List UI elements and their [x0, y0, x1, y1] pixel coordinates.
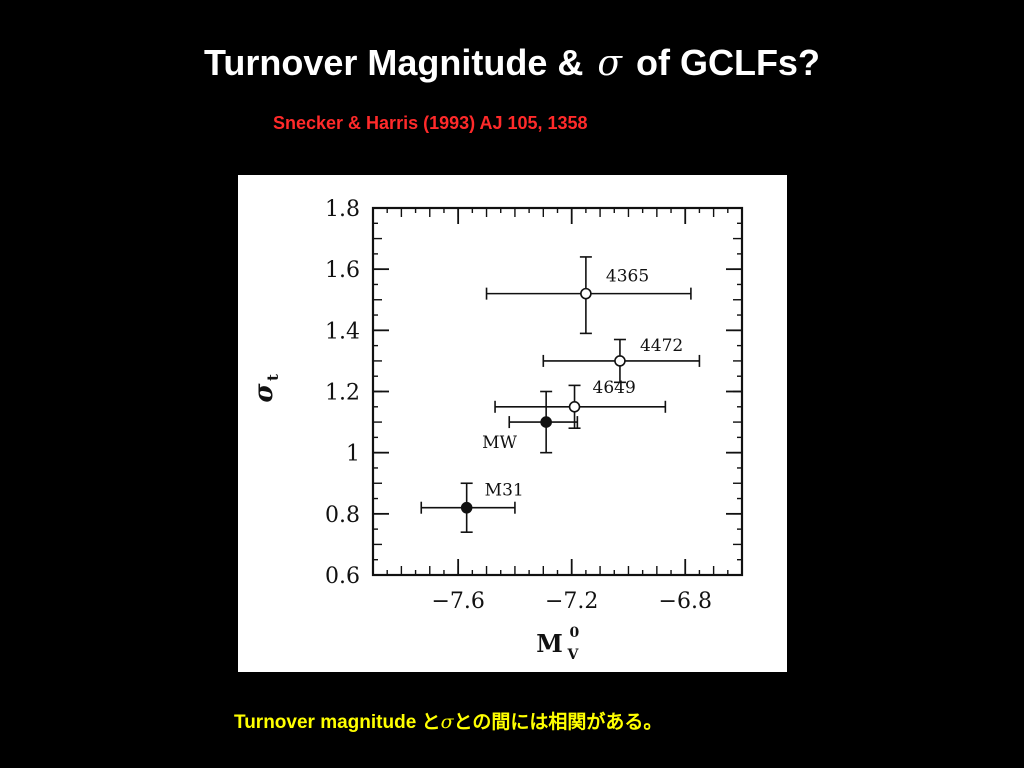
y-tick-label: 1.4 — [325, 319, 360, 344]
scatter-chart: −7.6 −7.2 −6.8 0.6 0.8 1 1.2 1.4 1.6 1.8 M 0 Vσt 4365… — [249, 197, 744, 663]
point-marker — [460, 501, 473, 514]
point-label: 4649 — [593, 378, 636, 398]
x-axis-label: M — [536, 629, 563, 658]
point-label: MW — [482, 433, 517, 453]
y-tick-label: 1.6 — [325, 258, 360, 283]
data-point-m31: M31 — [420, 481, 524, 533]
y-tick-label: 0.6 — [325, 564, 360, 589]
caption-sigma-symbol: σ — [440, 711, 454, 733]
point-marker — [568, 400, 581, 413]
x-tick-label: −7.2 — [545, 589, 598, 614]
point-label: 4365 — [606, 267, 649, 287]
title-sigma-symbol: σ — [597, 43, 622, 84]
data-point-4365: 4365 — [485, 256, 692, 335]
plot-frame — [371, 206, 744, 577]
x-tick-label: −7.6 — [431, 589, 484, 614]
slide-title: Turnover Magnitude & σ of GCLFs? — [0, 42, 1024, 84]
caption: Turnover magnitude とσとの間には相関がある。 — [234, 707, 662, 734]
point-label: 4472 — [640, 336, 683, 356]
citation: Snecker & Harris (1993) AJ 105, 1358 — [273, 113, 588, 133]
title-text-end: of GCLFs? — [635, 42, 820, 83]
caption-text-end: との間には相関がある。 — [453, 712, 663, 733]
point-marker — [614, 355, 626, 367]
point-label: M31 — [485, 481, 524, 501]
y-axis-label: σ — [249, 383, 279, 403]
point-marker — [540, 416, 552, 428]
x-axis-label-sub: V — [567, 647, 580, 663]
y-tick-label: 0.8 — [325, 503, 360, 528]
data-point-4649: 4649 — [494, 378, 667, 429]
x-tick-label: −6.8 — [659, 589, 712, 614]
title-text-main: Turnover Magnitude & — [204, 42, 584, 83]
y-axis-label-sub: t — [264, 374, 282, 381]
caption-text-start: Turnover magnitude と — [234, 712, 441, 733]
x-axis-label-sup: 0 — [570, 625, 580, 641]
y-tick-label: 1 — [346, 442, 360, 467]
y-axis-label-group: σt — [249, 374, 282, 403]
point-marker — [580, 287, 592, 300]
data-point-mw: MW — [482, 390, 579, 454]
data-point-4472: 4472 — [542, 336, 701, 384]
y-tick-label: 1.8 — [325, 197, 360, 222]
y-tick-label: 1.2 — [325, 381, 360, 406]
